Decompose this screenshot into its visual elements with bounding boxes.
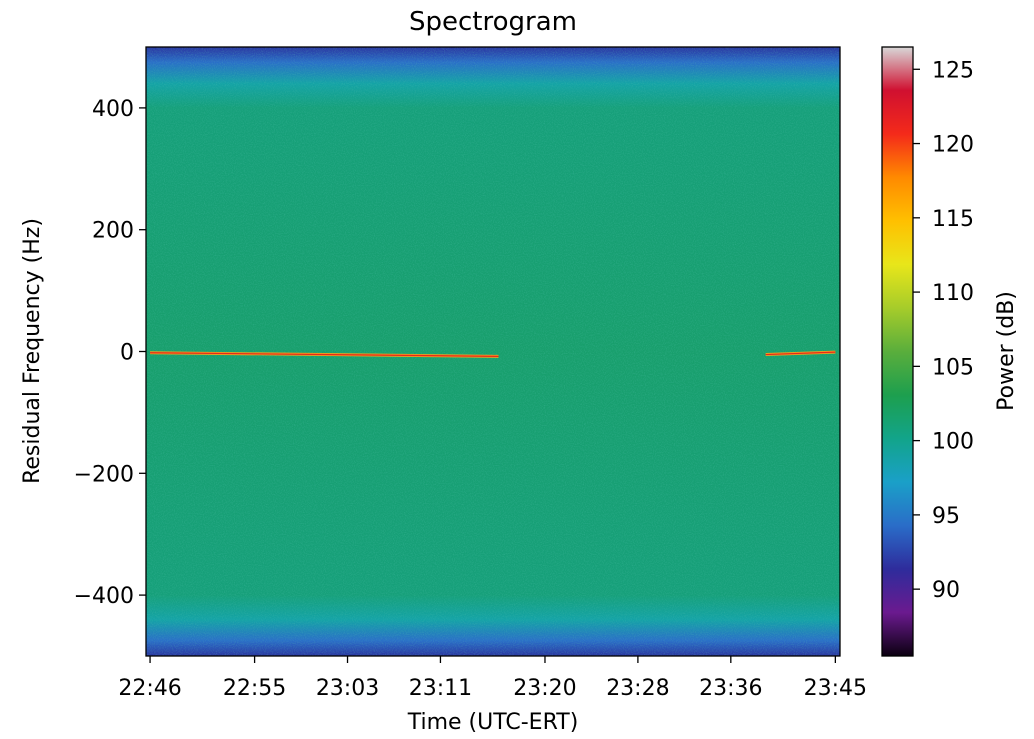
y-tick-label: 200 xyxy=(92,219,134,244)
x-tick-label: 23:03 xyxy=(316,676,379,701)
x-tick-label: 22:55 xyxy=(223,676,286,701)
signal-trace-core xyxy=(150,352,499,357)
x-tick-label: 23:20 xyxy=(513,676,576,701)
colorbar-tick-label: 105 xyxy=(932,355,974,380)
colorbar-tick-label: 120 xyxy=(932,133,974,158)
colorbar-tick-label: 125 xyxy=(932,58,974,83)
y-tick-label: −400 xyxy=(74,584,134,609)
heatmap-noise xyxy=(146,47,840,656)
y-tick-label: −200 xyxy=(74,462,134,487)
x-tick-label: 23:45 xyxy=(804,676,867,701)
x-tick-label: 23:11 xyxy=(409,676,472,701)
y-axis: 400 200 0 −200 −400 xyxy=(74,97,146,609)
x-tick-label: 23:36 xyxy=(699,676,762,701)
y-axis-label: Residual Frequency (Hz) xyxy=(20,218,45,484)
colorbar xyxy=(881,46,914,657)
y-tick-label: 400 xyxy=(92,97,134,122)
colorbar-tick-label: 110 xyxy=(932,281,974,306)
x-axis: 22:46 22:55 23:03 23:11 23:20 23:28 23:36 23:45 xyxy=(118,656,867,701)
signal-trace-core xyxy=(765,351,836,356)
colorbar-tick-label: 115 xyxy=(932,207,974,232)
colorbar-label: Power (dB) xyxy=(994,291,1019,411)
x-tick-label: 23:28 xyxy=(606,676,669,701)
colorbar-tick-label: 100 xyxy=(932,430,974,455)
x-tick-label: 22:46 xyxy=(118,676,181,701)
colorbar-ticks: 90 95 100 105 110 115 120 125 xyxy=(913,58,974,603)
x-axis-label: Time (UTC-ERT) xyxy=(407,710,579,735)
colorbar-tick-label: 95 xyxy=(932,504,960,529)
chart-title: Spectrogram xyxy=(409,7,577,37)
plot-area xyxy=(146,47,840,656)
y-tick-label: 0 xyxy=(120,341,134,366)
signal-traces xyxy=(150,350,836,358)
colorbar-tick-label: 90 xyxy=(932,578,960,603)
